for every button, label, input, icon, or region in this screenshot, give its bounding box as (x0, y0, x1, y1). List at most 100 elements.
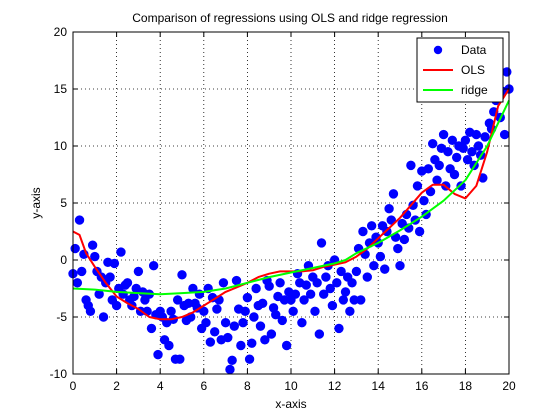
data-point (236, 340, 246, 351)
data-point (366, 221, 377, 231)
data-point (327, 300, 338, 311)
data-point (74, 215, 85, 225)
data-point (386, 215, 396, 225)
x-tick-label: 2 (113, 379, 120, 393)
data-point (229, 321, 240, 331)
data-point (87, 240, 98, 250)
data-point (458, 143, 468, 153)
data-point (419, 196, 429, 206)
x-tick-label: 14 (372, 379, 386, 393)
data-point (480, 132, 490, 142)
y-axis-label: y-axis (29, 187, 43, 218)
data-point (358, 226, 368, 237)
data-point (449, 169, 460, 180)
data-point (362, 272, 372, 282)
data-point (231, 275, 242, 286)
x-tick-label: 18 (459, 379, 473, 393)
data-point (467, 147, 477, 157)
data-point (438, 129, 449, 140)
data-point (356, 295, 366, 305)
data-point (428, 139, 438, 149)
data-point (164, 340, 174, 351)
ridge-line (72, 99, 510, 296)
data-point (451, 152, 462, 163)
data-point (297, 318, 307, 328)
data-point (275, 278, 285, 288)
data-point (406, 160, 416, 171)
data-point (502, 67, 512, 77)
data-point (77, 266, 87, 277)
axis-ticks: 0 2 4 6 8 10 12 14 16 18 20 -10 -5 0 5 10 15 20 (50, 25, 516, 393)
data-point (146, 323, 157, 334)
x-tick-label: 10 (284, 379, 298, 393)
x-tick-label: 8 (244, 379, 251, 393)
data-point (316, 238, 327, 248)
data-point (175, 354, 185, 364)
data-point (201, 318, 211, 328)
data-point (109, 258, 120, 269)
data-point (133, 266, 144, 277)
x-axis-label: x-axis (275, 397, 306, 411)
data-point (423, 164, 434, 174)
data-point (220, 318, 231, 328)
data-point (338, 295, 349, 305)
data-point (227, 355, 237, 366)
data-point (319, 289, 329, 299)
y-tick-label: 5 (60, 196, 67, 210)
data-point (177, 270, 187, 280)
x-tick-label: 6 (200, 379, 207, 393)
data-point (312, 278, 322, 288)
data-point (257, 298, 268, 309)
data-point (384, 204, 394, 214)
data-point (412, 181, 423, 191)
data-point (314, 329, 325, 339)
data-point (199, 306, 209, 316)
data-point (299, 295, 309, 305)
data-point (340, 287, 351, 297)
data-point (447, 135, 458, 146)
data-point (375, 251, 386, 262)
data-point (111, 300, 122, 311)
data-point (393, 243, 403, 254)
plot-series (68, 67, 514, 375)
data-point (255, 321, 266, 331)
data-point (456, 181, 466, 191)
data-point (266, 329, 277, 339)
data-point (399, 234, 410, 245)
data-point (240, 306, 250, 316)
data-point (70, 243, 80, 254)
data-point (249, 312, 259, 322)
data-point (242, 292, 253, 303)
data-point (434, 160, 444, 171)
data-point (369, 261, 379, 271)
data-point (223, 332, 233, 343)
x-tick-label: 0 (70, 379, 77, 393)
legend-label-ridge: ridge (461, 83, 488, 97)
data-point (351, 266, 362, 277)
data-point (90, 251, 100, 262)
data-point (72, 278, 83, 288)
data-point (460, 135, 471, 146)
data-point (210, 327, 220, 337)
data-point (471, 129, 481, 140)
data-point (301, 280, 311, 290)
data-point (462, 154, 473, 165)
data-point (85, 306, 96, 316)
data-point (499, 129, 510, 140)
data-point (172, 295, 183, 305)
data-point (205, 337, 216, 347)
data-point (225, 364, 235, 375)
data-point (153, 349, 163, 360)
data-point (105, 272, 115, 282)
data-point (271, 310, 281, 320)
data-point (264, 281, 274, 291)
data-point (260, 335, 270, 345)
y-tick-label: 0 (60, 253, 67, 267)
data-point (218, 278, 229, 288)
chart-title: Comparison of regressions using OLS and … (132, 11, 448, 25)
legend: Data OLS ridge (416, 37, 504, 103)
data-point (310, 306, 320, 316)
data-point (332, 278, 342, 288)
